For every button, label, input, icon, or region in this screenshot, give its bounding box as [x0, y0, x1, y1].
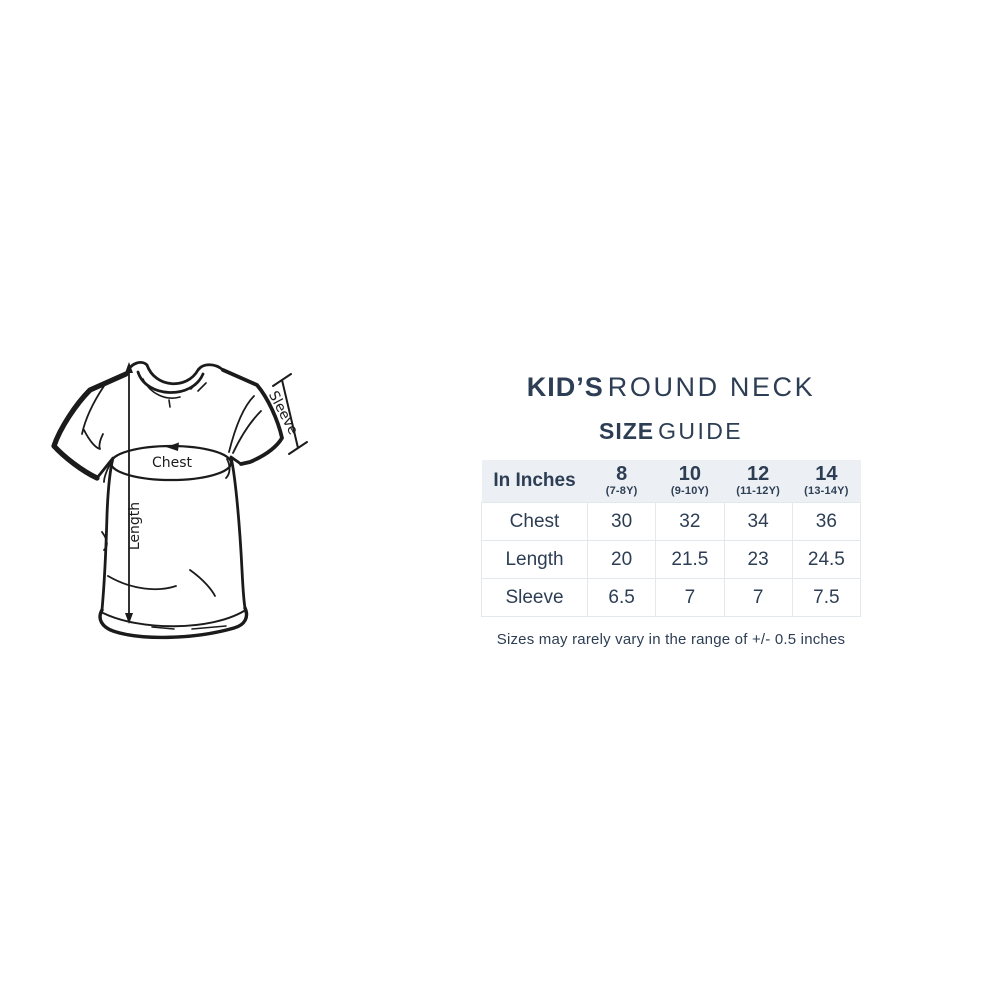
size-age: (7-8Y) [605, 485, 638, 498]
page-subtitle: SIZE GUIDE [481, 420, 861, 443]
size-age: (11-12Y) [736, 485, 781, 498]
size-guide-panel: KID’S ROUND NECK SIZE GUIDE In Inches 8 (7… [481, 374, 862, 648]
sleeve-measure-line [272, 373, 308, 455]
size-number: 14 [815, 463, 838, 486]
cell-length-12: 23 [723, 540, 793, 579]
tshirt-hem-heavy-stroke [98, 606, 249, 640]
table-row-length: Length 20 21.5 23 24.5 [481, 540, 862, 579]
header-size-8: 8 (7-8Y) [587, 460, 656, 503]
cell-chest-8: 30 [586, 502, 657, 541]
tshirt-right-heavy-stroke [221, 368, 284, 466]
cell-length-8: 20 [586, 540, 657, 579]
tshirt-measurement-diagram: Chest Length Sleeve [40, 350, 320, 650]
table-row-chest: Chest 30 32 34 36 [481, 502, 862, 541]
row-label: Sleeve [481, 578, 588, 617]
cell-sleeve-10: 7 [655, 578, 725, 617]
left-armhole-seam [81, 385, 105, 435]
length-label: Length [127, 502, 143, 550]
size-number: 12 [747, 463, 770, 486]
row-label: Chest [481, 502, 588, 541]
header-units-cell: In Inches [481, 460, 588, 503]
tshirt-illustration: Chest Length Sleeve [51, 361, 308, 640]
cell-chest-10: 32 [655, 502, 725, 541]
header-size-12: 12 (11-12Y) [724, 460, 793, 503]
cell-chest-14: 36 [791, 502, 862, 541]
collar-band-arc [142, 378, 181, 399]
page-title-light: ROUND NECK [607, 372, 816, 402]
units-label: In Inches [493, 470, 576, 491]
page-title: KID’S ROUND NECK [481, 374, 861, 401]
cell-length-14: 24.5 [791, 540, 862, 579]
hem-dashes [151, 625, 227, 630]
cell-sleeve-12: 7 [723, 578, 793, 617]
page-title-bold: KID’S [526, 372, 604, 402]
tshirt-left-heavy-stroke [51, 371, 129, 481]
cell-chest-12: 34 [723, 502, 793, 541]
header-size-10: 10 (9-10Y) [655, 460, 724, 503]
size-table: In Inches 8 (7-8Y) 10 (9-10Y) 12 (11-12Y… [481, 460, 862, 617]
header-size-14: 14 (13-14Y) [792, 460, 861, 503]
page-subtitle-light: GUIDE [658, 418, 743, 444]
size-number: 8 [616, 463, 628, 486]
chest-label: Chest [152, 455, 193, 471]
right-armhole-wrinkles [225, 395, 262, 479]
row-label: Length [481, 540, 588, 579]
hem-inner-line [102, 610, 245, 628]
size-age: (9-10Y) [670, 485, 709, 498]
page-subtitle-bold: SIZE [599, 418, 655, 444]
size-table-header-row: In Inches 8 (7-8Y) 10 (9-10Y) 12 (11-12Y… [481, 460, 861, 503]
chest-arrowhead [166, 442, 179, 451]
cell-length-10: 21.5 [655, 540, 725, 579]
cell-sleeve-8: 6.5 [586, 578, 657, 617]
size-variance-note: Sizes may rarely vary in the range of +/… [496, 631, 846, 648]
size-age: (13-14Y) [804, 485, 849, 498]
collar-hatch-marks [168, 378, 207, 408]
cell-sleeve-14: 7.5 [791, 578, 862, 617]
left-underarm-wrinkles [83, 429, 111, 483]
body-wrinkles [101, 531, 216, 597]
table-row-sleeve: Sleeve 6.5 7 7 7.5 [481, 578, 862, 617]
size-number: 10 [678, 463, 701, 486]
